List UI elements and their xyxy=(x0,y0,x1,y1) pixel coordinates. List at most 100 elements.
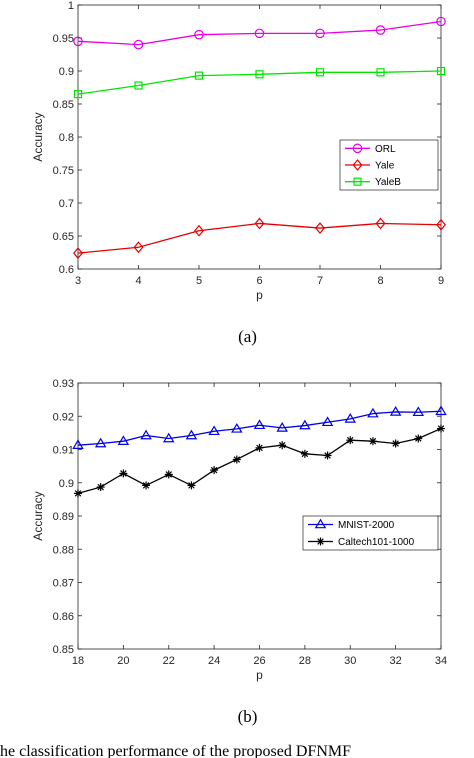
data-point xyxy=(321,416,334,427)
legend-label: Caltech101-1000 xyxy=(338,537,415,548)
subfigure-caption: (b) xyxy=(238,707,258,726)
y-tick-label: 0.75 xyxy=(53,165,74,177)
series-caltech101-1000 xyxy=(74,424,445,498)
data-point xyxy=(389,406,402,416)
data-point xyxy=(414,434,423,443)
data-point xyxy=(391,439,400,448)
data-point xyxy=(231,423,243,433)
data-point xyxy=(96,483,105,492)
y-tick-label: 0.65 xyxy=(53,231,74,243)
legend-label: ORL xyxy=(375,144,396,155)
data-point xyxy=(412,406,425,417)
y-tick-label: 0.95 xyxy=(53,33,74,45)
x-tick-label: 3 xyxy=(75,275,81,287)
data-point xyxy=(376,68,385,77)
data-point xyxy=(278,441,287,450)
y-tick-label: 0.93 xyxy=(53,378,74,390)
data-point xyxy=(253,419,266,430)
data-point xyxy=(435,405,447,416)
y-tick-label: 0.91 xyxy=(53,445,74,457)
y-tick-label: 0.85 xyxy=(53,99,74,111)
data-point xyxy=(375,25,386,35)
data-point xyxy=(299,419,311,430)
legend-label: Yale xyxy=(375,161,395,172)
data-point xyxy=(300,449,309,458)
data-point xyxy=(119,469,128,478)
legend-item: Caltech101-1000 xyxy=(308,537,415,548)
legend: ORL Yale YaleB xyxy=(339,139,439,191)
data-point xyxy=(232,455,241,464)
series-line xyxy=(77,410,442,446)
legend-box xyxy=(302,515,439,551)
data-point xyxy=(162,432,175,443)
x-tick-label: 4 xyxy=(135,275,141,287)
series-line xyxy=(77,20,442,46)
data-point xyxy=(344,413,357,423)
y-tick-label: 0.87 xyxy=(53,578,74,590)
x-tick-label: 7 xyxy=(317,275,323,287)
data-point xyxy=(210,466,219,475)
data-point xyxy=(346,436,355,445)
data-point xyxy=(367,407,379,418)
data-point xyxy=(315,222,325,235)
data-point xyxy=(368,437,377,446)
legend-marker xyxy=(352,143,363,154)
y-tick-label: 0.92 xyxy=(53,411,74,423)
x-tick-label: 24 xyxy=(208,655,220,667)
chart-b: 18 20 22 24 26 28 30 32 34 0.85 0.86 0.87 0.88 0.89 0.… xyxy=(31,378,447,726)
data-point xyxy=(164,470,173,479)
data-point xyxy=(315,68,325,77)
legend: MNIST-2000 Caltech101-1000 xyxy=(302,515,439,551)
data-point xyxy=(375,217,386,230)
legend-item: ORL xyxy=(345,143,396,155)
series-yale xyxy=(73,217,446,260)
data-point xyxy=(194,224,204,237)
series-orl xyxy=(73,16,446,50)
data-point xyxy=(142,481,151,490)
data-point xyxy=(254,217,265,230)
x-axis-label: p xyxy=(256,668,263,682)
x-tick-label: 18 xyxy=(72,655,84,667)
x-tick-label: 30 xyxy=(344,655,356,667)
legend-marker xyxy=(352,159,363,171)
y-tick-label: 0.86 xyxy=(53,611,74,623)
legend-label: YaleB xyxy=(375,177,401,188)
data-point xyxy=(72,439,84,449)
data-point xyxy=(194,29,204,40)
data-point xyxy=(255,70,264,79)
x-tick-label: 5 xyxy=(196,275,202,287)
data-point xyxy=(255,443,264,452)
x-tick-label: 32 xyxy=(390,655,402,667)
data-point xyxy=(73,36,83,47)
legend-item: Yale xyxy=(345,159,395,172)
x-axis-label: p xyxy=(256,288,263,302)
series-mnist-2000 xyxy=(72,405,447,449)
data-point xyxy=(315,28,325,39)
legend-marker xyxy=(353,177,362,186)
y-axis-label: Accuracy xyxy=(31,112,45,161)
chart-a: 3 4 5 6 7 8 9 0.6 0.65 0.7 0.75 0.8 0.85 0.9 0.95 1 p Acc… xyxy=(31,0,446,346)
x-tick-label: 8 xyxy=(377,275,383,287)
data-point xyxy=(185,429,198,440)
y-tick-label: 0.88 xyxy=(53,544,74,556)
data-point xyxy=(133,39,144,50)
data-point xyxy=(323,451,332,460)
legend-item: MNIST-2000 xyxy=(308,518,395,531)
data-point xyxy=(187,481,196,490)
data-point xyxy=(437,424,445,433)
y-tick-label: 1 xyxy=(68,0,74,12)
x-tick-label: 28 xyxy=(299,655,311,667)
data-point xyxy=(134,81,143,90)
data-point xyxy=(276,422,288,432)
series-line xyxy=(77,222,442,254)
data-point xyxy=(436,218,446,231)
data-point xyxy=(73,247,83,260)
y-axis-label: Accuracy xyxy=(31,491,45,540)
data-point xyxy=(117,435,130,445)
data-point xyxy=(73,89,83,99)
data-point xyxy=(140,429,152,440)
data-point xyxy=(436,66,446,76)
y-tick-label: 0.9 xyxy=(59,478,74,490)
data-point xyxy=(133,241,144,254)
